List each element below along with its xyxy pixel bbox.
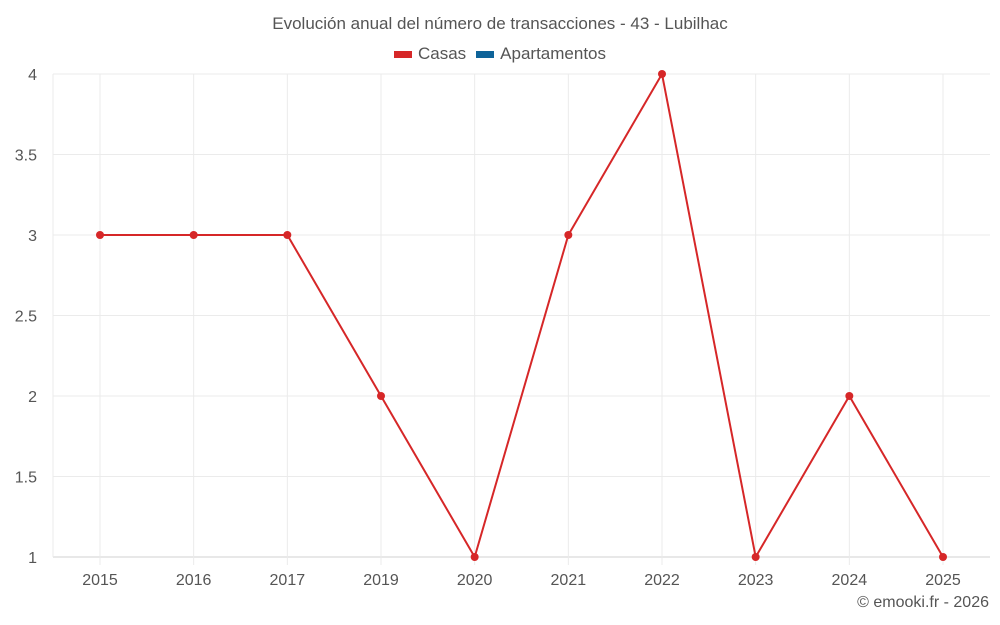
legend-swatch-apartamentos — [476, 50, 495, 58]
chart-title: Evolución anual del número de transaccio… — [272, 14, 728, 33]
x-tick-label: 2020 — [457, 572, 493, 589]
y-tick-label: 3 — [28, 228, 37, 245]
data-point[interactable] — [658, 70, 666, 78]
legend-label-apartamentos: Apartamentos — [500, 44, 607, 63]
series-line-casas — [100, 71, 944, 560]
x-tick-label: 2021 — [551, 572, 587, 589]
data-point[interactable] — [939, 553, 947, 561]
y-tick-label: 2 — [28, 389, 37, 406]
x-tick-label: 2025 — [925, 572, 961, 589]
y-tick-label: 3.5 — [15, 148, 37, 165]
data-point[interactable] — [564, 231, 573, 239]
y-tick-label: 4 — [28, 67, 37, 84]
data-point[interactable] — [377, 392, 385, 400]
x-tick-label: 2022 — [644, 572, 680, 589]
copyright-credit: © emooki.fr - 2026 — [857, 594, 989, 611]
y-tick-label: 1 — [28, 550, 37, 567]
data-point[interactable] — [96, 231, 104, 239]
data-point[interactable] — [470, 553, 479, 561]
x-tick-label: 2015 — [82, 572, 118, 589]
x-tick-label: 2016 — [176, 572, 212, 589]
legend: Casas Apartamentos — [0, 44, 1000, 64]
legend-item-casas[interactable]: Casas — [393, 44, 467, 64]
x-tick-label: 2017 — [270, 572, 306, 589]
x-tick-label: 2024 — [832, 572, 868, 589]
x-tick-label: 2023 — [738, 572, 774, 589]
data-point[interactable] — [283, 231, 292, 239]
legend-swatch-casas — [393, 50, 412, 58]
legend-item-apartamentos[interactable]: Apartamentos — [476, 44, 606, 64]
x-tick-label: 2019 — [363, 572, 399, 589]
legend-label-casas: Casas — [417, 44, 467, 63]
data-point[interactable] — [189, 231, 198, 239]
data-point[interactable] — [751, 553, 760, 561]
data-point[interactable] — [845, 392, 854, 400]
y-tick-label: 2.5 — [15, 309, 37, 326]
y-tick-label: 1.5 — [15, 470, 37, 487]
